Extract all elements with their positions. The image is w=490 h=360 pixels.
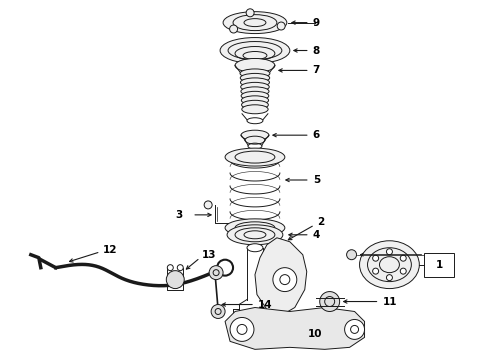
- Circle shape: [373, 268, 379, 274]
- Polygon shape: [255, 238, 307, 315]
- Ellipse shape: [242, 105, 268, 114]
- Ellipse shape: [241, 91, 269, 100]
- Ellipse shape: [242, 96, 269, 105]
- Ellipse shape: [225, 219, 285, 237]
- Ellipse shape: [241, 78, 270, 87]
- Ellipse shape: [225, 148, 285, 166]
- Circle shape: [204, 201, 212, 209]
- Circle shape: [387, 249, 392, 255]
- Circle shape: [167, 265, 173, 271]
- Circle shape: [273, 268, 297, 292]
- Ellipse shape: [241, 87, 269, 96]
- Text: 13: 13: [202, 250, 217, 260]
- Text: 6: 6: [313, 130, 320, 140]
- Polygon shape: [225, 307, 365, 349]
- Circle shape: [211, 305, 225, 319]
- Circle shape: [400, 255, 406, 261]
- Ellipse shape: [240, 69, 270, 78]
- Ellipse shape: [227, 225, 283, 245]
- Text: 2: 2: [317, 217, 324, 227]
- Text: 5: 5: [313, 175, 320, 185]
- Ellipse shape: [241, 82, 269, 91]
- Circle shape: [387, 275, 392, 280]
- Ellipse shape: [245, 136, 265, 144]
- Text: 7: 7: [313, 66, 320, 76]
- Text: 9: 9: [313, 18, 320, 28]
- Ellipse shape: [240, 73, 270, 82]
- Text: 3: 3: [175, 210, 182, 220]
- Circle shape: [346, 250, 357, 260]
- Text: 1: 1: [436, 260, 443, 270]
- Text: 12: 12: [102, 245, 117, 255]
- Text: 10: 10: [308, 329, 322, 339]
- Ellipse shape: [220, 37, 290, 63]
- Circle shape: [217, 260, 233, 276]
- Ellipse shape: [360, 241, 419, 289]
- Circle shape: [230, 318, 254, 341]
- Ellipse shape: [247, 244, 263, 252]
- Text: 4: 4: [313, 230, 320, 240]
- Circle shape: [373, 255, 379, 261]
- Circle shape: [277, 22, 285, 30]
- Circle shape: [252, 312, 258, 319]
- Circle shape: [230, 25, 238, 33]
- Ellipse shape: [242, 100, 269, 109]
- Circle shape: [177, 265, 183, 271]
- Circle shape: [400, 268, 406, 274]
- Circle shape: [166, 271, 184, 289]
- Text: 8: 8: [313, 45, 320, 55]
- Circle shape: [319, 292, 340, 311]
- Circle shape: [344, 319, 365, 339]
- Ellipse shape: [235, 58, 275, 72]
- Circle shape: [246, 9, 254, 17]
- Text: 11: 11: [383, 297, 397, 306]
- Ellipse shape: [241, 130, 269, 140]
- Ellipse shape: [223, 12, 287, 33]
- Text: 14: 14: [258, 300, 272, 310]
- Circle shape: [209, 266, 223, 280]
